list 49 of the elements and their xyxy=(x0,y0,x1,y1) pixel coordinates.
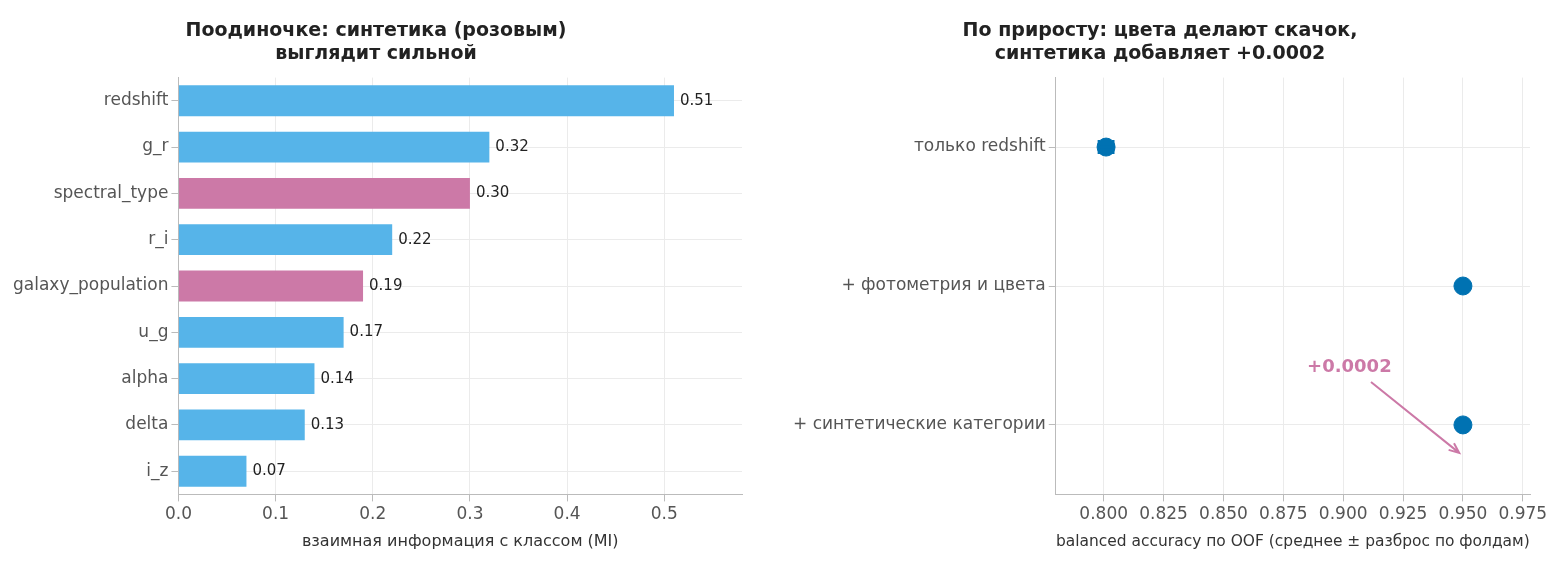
data-label: 0.30 xyxy=(475,183,510,202)
bar xyxy=(178,363,315,395)
x-tick-label: 0.2 xyxy=(359,503,387,524)
bar xyxy=(178,224,393,256)
x-tick-label: 0.850 xyxy=(1199,503,1248,524)
x-tick-label: 0.925 xyxy=(1378,503,1428,524)
x-tick-label: 0.1 xyxy=(262,503,290,524)
x-tick-label: 0.0 xyxy=(164,503,192,524)
data-label: 0.22 xyxy=(398,229,432,248)
bar xyxy=(178,409,305,441)
y-tick-label: i_z xyxy=(146,459,169,481)
y-tick-label: delta xyxy=(125,413,169,434)
x-tick-label: 0.900 xyxy=(1318,503,1368,524)
y-tick-label: r_i xyxy=(148,228,169,250)
y-tick-label: u_g xyxy=(138,320,169,342)
x-tick-label: 0.975 xyxy=(1498,503,1548,524)
bar xyxy=(178,455,247,487)
bar xyxy=(178,270,364,302)
y-tick-label: + фотометрия и цвета xyxy=(841,274,1046,295)
bar xyxy=(178,131,490,163)
chart-title: Поодиночке: синтетика (розовым) выглядит сильной xyxy=(185,18,567,64)
bar xyxy=(178,316,344,348)
x-tick-label: 0.5 xyxy=(650,503,678,524)
data-label: 0.13 xyxy=(310,414,345,433)
data-label: 0.19 xyxy=(369,275,403,294)
x-tick-label: 0.3 xyxy=(456,503,484,524)
y-tick-label: galaxy_population xyxy=(12,274,169,296)
y-tick-label: alpha xyxy=(121,367,169,388)
x-tick-label: 0.800 xyxy=(1079,503,1129,524)
data-label: 0.51 xyxy=(679,90,714,109)
data-label: 0.07 xyxy=(252,461,286,480)
bar xyxy=(178,177,470,209)
x-tick-label: 0.4 xyxy=(553,503,581,524)
data-label: 0.17 xyxy=(349,322,384,341)
data-label: 0.14 xyxy=(320,368,354,387)
x-tick-label: 0.825 xyxy=(1139,503,1188,524)
y-tick-label: redshift xyxy=(103,89,169,110)
x-axis-title: взаимная информация с классом (MI) xyxy=(301,530,619,550)
y-tick-label: + синтетические категории xyxy=(792,413,1046,434)
annotation: +0.0002 xyxy=(1307,354,1392,376)
data-label: 0.32 xyxy=(495,136,529,155)
x-axis-title: balanced accuracy по OOF (среднее ± разброс по фолдам) xyxy=(1056,530,1530,550)
y-tick-label: spectral_type xyxy=(53,181,169,203)
x-tick-label: 0.950 xyxy=(1438,503,1488,524)
bar xyxy=(178,85,674,117)
y-tick-label: g_r xyxy=(142,135,169,157)
y-tick-label: только redshift xyxy=(913,135,1047,156)
x-tick-label: 0.875 xyxy=(1258,503,1308,524)
chart-title: По приросту: цвета делают скачок, синтетика добавляет +0.0002 xyxy=(962,18,1358,64)
